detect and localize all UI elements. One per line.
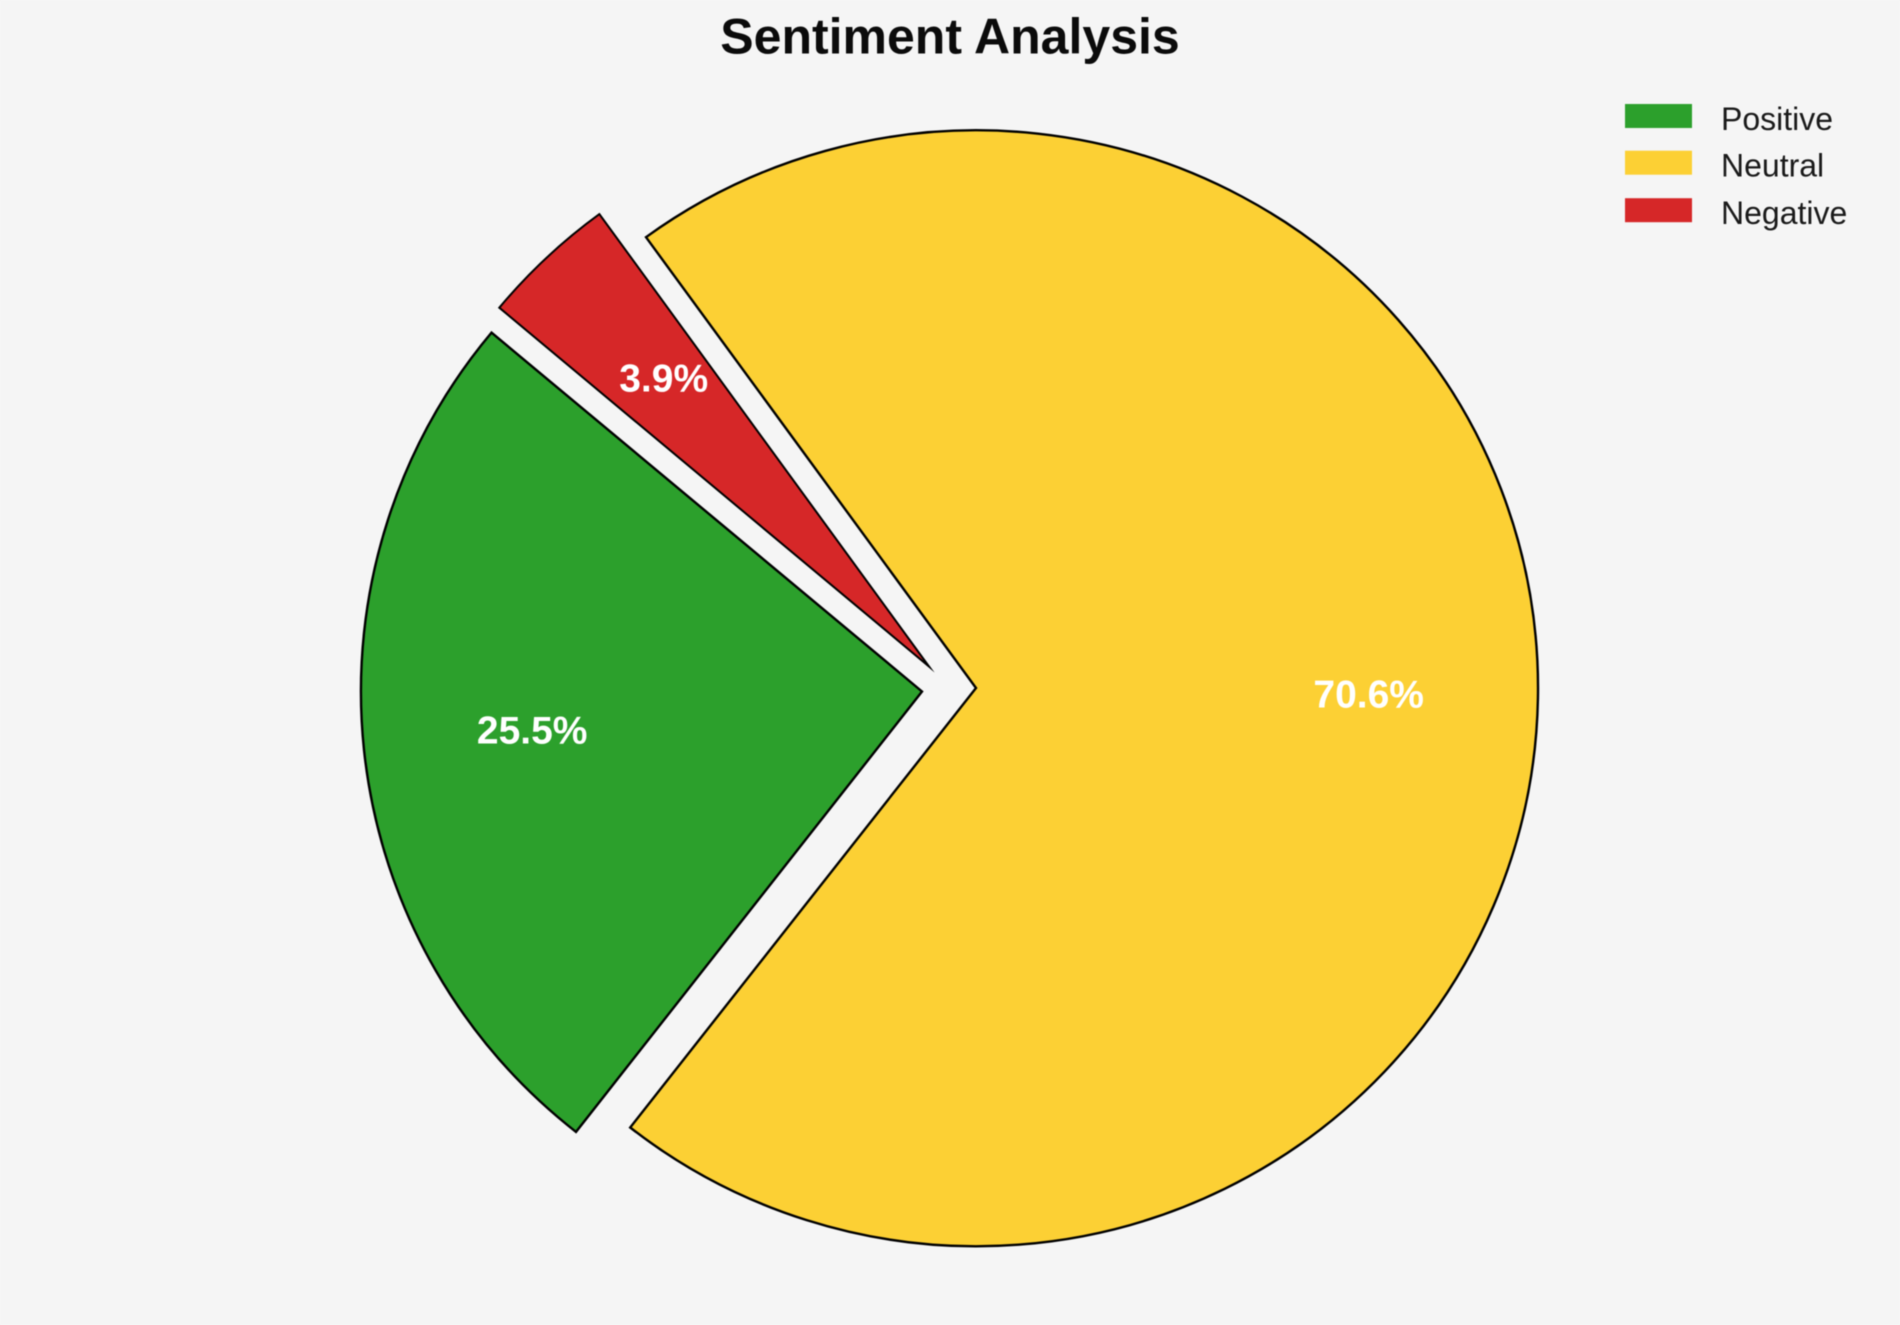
svg-text:Sentiment Analysis: Sentiment Analysis (720, 9, 1179, 65)
svg-text:Positive: Positive (1721, 101, 1833, 137)
svg-text:70.6%: 70.6% (1313, 674, 1424, 717)
svg-text:25.5%: 25.5% (477, 710, 588, 753)
svg-text:3.9%: 3.9% (619, 358, 708, 401)
svg-text:Neutral: Neutral (1721, 148, 1824, 184)
svg-text:Negative: Negative (1721, 195, 1847, 231)
